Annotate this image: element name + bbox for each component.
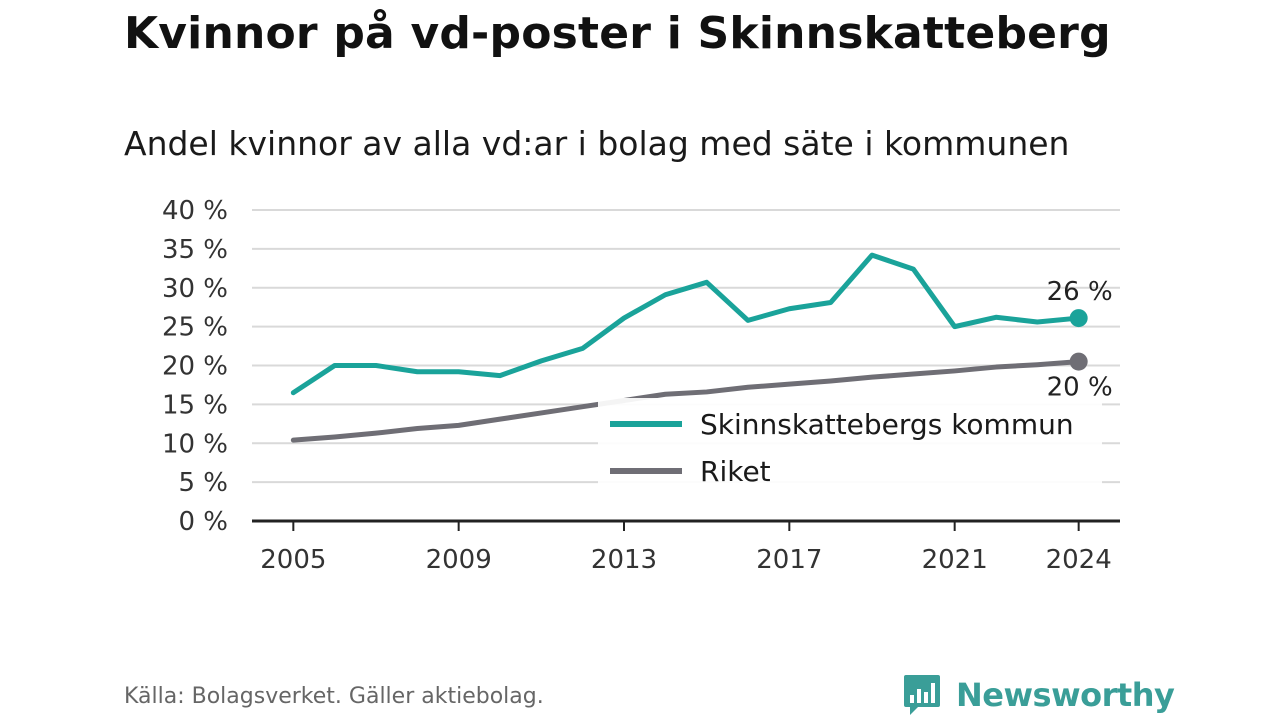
y-tick-label: 25 % bbox=[162, 313, 228, 343]
series-line-skinnskatteberg bbox=[290, 252, 1082, 396]
newsworthy-logo-icon bbox=[904, 675, 940, 715]
series-layer: 20 % 26 % bbox=[290, 252, 1113, 443]
logo-text: Newsworthy bbox=[956, 676, 1175, 714]
legend-label: Riket bbox=[700, 455, 771, 488]
chart-subtitle: Andel kvinnor av alla vd:ar i bolag med … bbox=[124, 124, 1070, 163]
chart-title: Kvinnor på vd-poster i Skinnskatteberg bbox=[124, 8, 1111, 59]
y-tick-label: 30 % bbox=[162, 274, 228, 304]
axes: 0 % 5 % 10 % 15 % 20 % 25 % 30 % 35 % 40 % 2005 20… bbox=[162, 196, 1120, 575]
y-tick-label: 35 % bbox=[162, 235, 228, 265]
y-tick-label: 20 % bbox=[162, 352, 228, 382]
y-tick-label: 5 % bbox=[178, 468, 228, 498]
y-tick-label: 15 % bbox=[162, 390, 228, 420]
x-tick-label: 2009 bbox=[426, 545, 492, 575]
y-tick-label: 40 % bbox=[162, 196, 228, 226]
y-tick-label: 10 % bbox=[162, 429, 228, 459]
logo: Newsworthy bbox=[902, 670, 1175, 720]
series-line-riket bbox=[290, 359, 1082, 443]
legend-background bbox=[598, 398, 1102, 494]
x-tick-label: 2013 bbox=[591, 545, 657, 575]
end-value-label: 20 % bbox=[1047, 373, 1113, 403]
x-tick-label: 2017 bbox=[756, 545, 822, 575]
end-value-label: 26 % bbox=[1047, 277, 1113, 307]
source-note: Källa: Bolagsverket. Gäller aktiebolag. bbox=[124, 684, 544, 709]
y-tick-label: 0 % bbox=[178, 507, 228, 537]
x-tick-label: 2024 bbox=[1046, 545, 1112, 575]
end-point-marker bbox=[1069, 309, 1088, 328]
x-tick-label: 2005 bbox=[260, 545, 326, 575]
x-tick-label: 2021 bbox=[922, 545, 988, 575]
legend: Skinnskattebergs kommun Riket bbox=[598, 398, 1102, 494]
legend-label: Skinnskattebergs kommun bbox=[700, 408, 1074, 441]
end-point-marker bbox=[1069, 352, 1088, 371]
